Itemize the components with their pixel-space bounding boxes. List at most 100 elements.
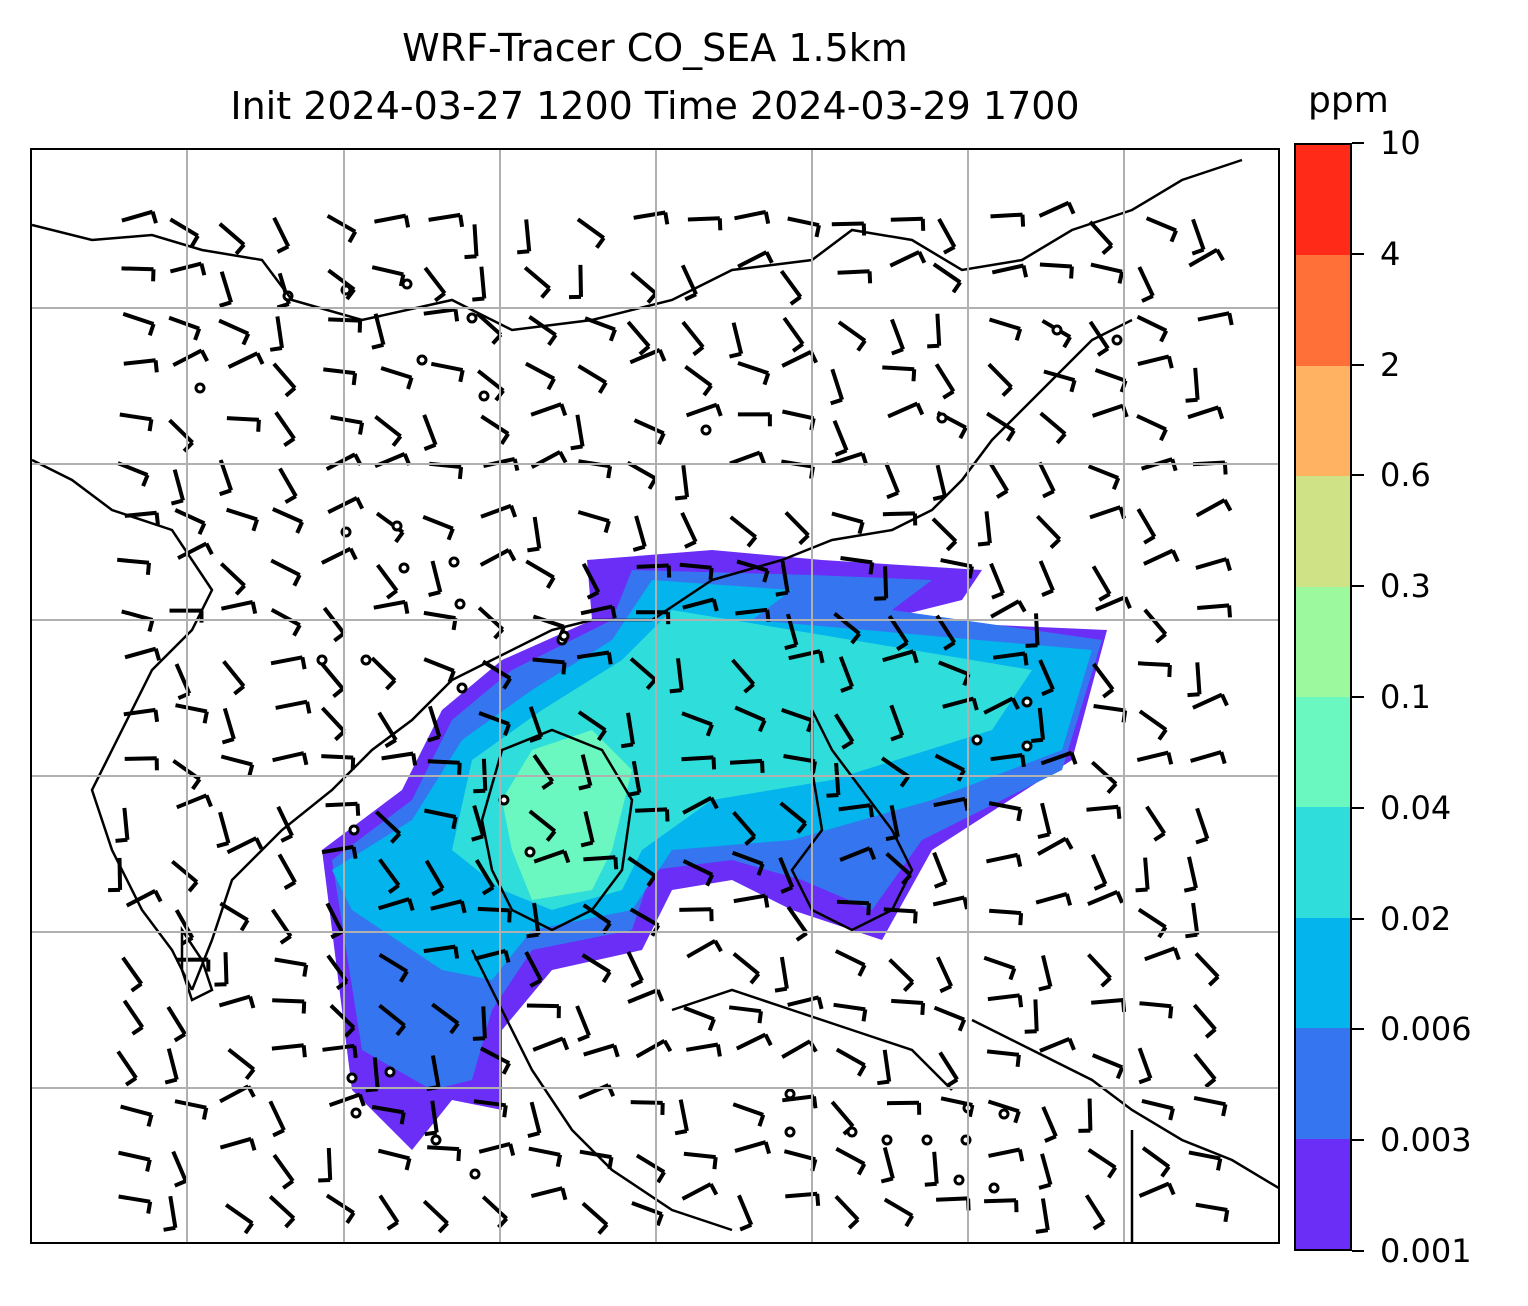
- wind-barb: [272, 216, 291, 254]
- wind-barb: [1188, 1150, 1223, 1171]
- wind-barb: [635, 807, 670, 822]
- wind-barb: [734, 209, 771, 225]
- wind-barb: [477, 906, 512, 923]
- wind-barb: [568, 264, 583, 300]
- wind-barb: [1137, 661, 1172, 678]
- wind-barb: [1039, 262, 1074, 279]
- wind-barb: [1087, 953, 1112, 988]
- wind-barb: [464, 224, 479, 260]
- wind-barb: [580, 811, 595, 848]
- colorbar-segment: [1296, 1028, 1350, 1139]
- wind-barb: [218, 222, 246, 256]
- calm-wind-marker: [316, 654, 328, 666]
- wind-barb: [216, 811, 231, 849]
- wind-barb: [527, 1101, 542, 1139]
- wind-barb: [1188, 247, 1225, 268]
- wind-barb: [1193, 1053, 1217, 1089]
- wind-barb: [422, 414, 438, 451]
- wind-barb: [575, 1005, 591, 1042]
- wind-barb: [430, 361, 465, 383]
- wind-barb: [176, 793, 213, 810]
- wind-barb: [883, 1197, 915, 1228]
- wind-barb: [124, 756, 159, 771]
- wind-barb: [1195, 498, 1233, 518]
- calm-wind-marker: [988, 1182, 1000, 1194]
- wind-barb: [781, 409, 816, 431]
- wind-barb: [121, 266, 156, 282]
- wind-barb: [374, 415, 403, 447]
- wind-barb: [474, 859, 495, 896]
- wind-barb: [269, 316, 284, 352]
- calm-wind-marker: [466, 312, 478, 324]
- calm-wind-marker: [1111, 334, 1123, 346]
- calm-wind-marker: [346, 1072, 358, 1084]
- wind-barb: [119, 412, 154, 432]
- wind-barb: [481, 1195, 509, 1229]
- wind-barb: [626, 460, 658, 490]
- wind-barb: [1089, 505, 1126, 520]
- calm-wind-marker: [448, 556, 460, 568]
- wind-barb: [428, 212, 465, 228]
- wind-barb: [729, 515, 758, 548]
- wind-barb: [1035, 891, 1073, 906]
- calm-wind-marker: [360, 654, 372, 666]
- colorbar-segment: [1296, 365, 1350, 477]
- wind-barb: [932, 895, 969, 910]
- wind-barb: [533, 849, 571, 864]
- wind-barb: [373, 599, 410, 614]
- wind-barb: [674, 465, 690, 501]
- calm-wind-marker: [998, 1108, 1010, 1120]
- wind-barb: [779, 269, 803, 306]
- colorbar-tick-mark: [1352, 696, 1364, 698]
- wind-barb: [268, 1195, 296, 1229]
- map-subtitle: Init 2024-03-27 1200 Time 2024-03-29 170…: [230, 84, 1080, 128]
- wind-barb: [1037, 836, 1074, 856]
- wind-barb: [683, 1005, 716, 1032]
- wind-barb: [837, 320, 867, 352]
- wind-barb: [530, 402, 568, 417]
- wind-barb: [1197, 603, 1232, 618]
- wind-barb: [480, 503, 518, 519]
- wind-barb: [1145, 216, 1178, 243]
- colorbar-segment: [1296, 476, 1350, 587]
- wind-barb: [325, 801, 361, 816]
- wind-barb: [1087, 464, 1121, 490]
- wind-barb: [122, 999, 145, 1036]
- wind-barb: [687, 216, 723, 231]
- wind-barb: [423, 944, 460, 959]
- wind-barb: [528, 1146, 563, 1167]
- wind-barb: [987, 1099, 1021, 1124]
- wind-barb: [1185, 367, 1200, 403]
- wind-barb: [834, 1195, 860, 1230]
- wind-barb: [626, 320, 651, 356]
- wind-barb: [686, 939, 723, 959]
- wind-barb: [1090, 760, 1118, 795]
- wind-barb: [781, 1039, 818, 1059]
- wind-barb: [778, 857, 795, 894]
- wind-barb: [214, 952, 229, 987]
- wind-barb: [936, 1196, 971, 1211]
- wind-barb: [272, 998, 307, 1014]
- wind-barb: [277, 853, 297, 890]
- calm-wind-marker: [1021, 740, 1033, 752]
- wind-barb: [578, 1083, 616, 1100]
- wind-barb: [732, 810, 757, 846]
- wind-barb: [378, 858, 401, 895]
- calm-wind-marker: [1051, 324, 1063, 336]
- wind-barb: [1038, 659, 1055, 697]
- wind-barb: [1035, 1198, 1050, 1234]
- wind-barb: [423, 657, 456, 683]
- wind-barb: [882, 365, 917, 382]
- wind-barb: [117, 461, 150, 487]
- wind-barb: [685, 402, 723, 418]
- wind-barb: [1137, 266, 1155, 303]
- wind-barb: [737, 361, 771, 386]
- colorbar-tick-mark: [1352, 1250, 1364, 1252]
- wind-barb: [376, 563, 399, 600]
- map-title: WRF-Tracer CO_SEA 1.5km: [402, 26, 908, 70]
- wind-barb: [1037, 461, 1056, 499]
- wind-barb: [1139, 1001, 1174, 1019]
- colorbar-unit-label: ppm: [1308, 80, 1389, 121]
- wind-barb: [224, 1203, 254, 1235]
- wind-barb: [632, 515, 647, 552]
